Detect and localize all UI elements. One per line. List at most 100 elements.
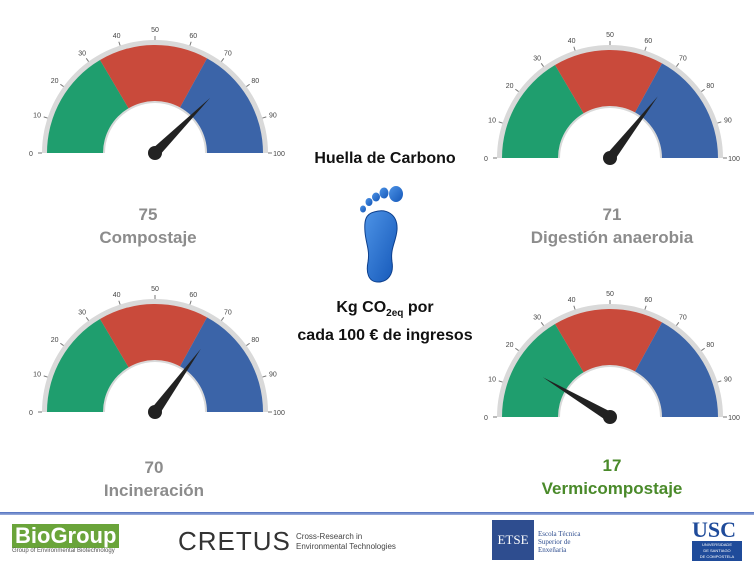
gauge-tick: [189, 300, 192, 305]
gauge-tick: [118, 300, 121, 305]
gauge-tick: [43, 375, 48, 378]
gauge-tick: [60, 342, 64, 346]
gauge-band: [100, 45, 208, 109]
gauge-band: [100, 304, 208, 368]
gauge-needle-hub: [148, 405, 162, 419]
cretus-desc-1: Cross-Research in: [296, 532, 363, 541]
gauge-svg: 0 10 20 30 40 50 60 70 80 90 100: [484, 32, 740, 165]
gauge-needle: [542, 377, 613, 422]
biogroup-name: BioGroup: [12, 524, 120, 548]
gauge-svg: 0 10 20 30 40 50 60 70 80 90 100: [484, 291, 740, 424]
gauge-tick-label: 90: [724, 377, 732, 384]
center-title: Huella de Carbono: [314, 150, 456, 167]
gauge-value: 17: [602, 456, 622, 475]
unit-line-2: cada 100 € de ingresos: [297, 327, 473, 345]
gauge-tick: [676, 322, 680, 326]
gauge-tick-label: 40: [568, 297, 576, 304]
gauge-tick: [701, 88, 705, 92]
gauge-tick-label: 50: [606, 32, 614, 39]
gauge-band: [502, 65, 584, 158]
biogroup-subtitle: Group of Environmental Biotechnology: [12, 548, 115, 554]
gauge-tick-label: 60: [189, 292, 197, 299]
gauge-tick-label: 50: [151, 286, 159, 293]
gauge-tick-label: 30: [533, 56, 541, 63]
gauge-tick-label: 40: [568, 38, 576, 45]
gauge-band: [635, 322, 718, 417]
gauge-incineracion: 0 10 20 30 40 50 60 70 80 90 100: [29, 286, 285, 419]
etse-desc-3: Enxeñaría: [538, 546, 567, 554]
gauge-name: Digestión anaerobia: [530, 228, 694, 247]
gauge-tick-label: 10: [33, 372, 41, 379]
gauge-tick-label: 20: [51, 337, 59, 344]
gauge-tick-label: 20: [506, 342, 514, 349]
gauge-tick-label: 80: [251, 337, 259, 344]
gauge-needle: [151, 97, 211, 157]
gauge-band: [502, 324, 584, 417]
gauge-tick: [676, 63, 680, 67]
gauge-value: 71: [602, 205, 622, 224]
gauge-digestion-anaerobia: 0 10 20 30 40 50 60 70 80 90 100: [484, 32, 740, 165]
gauge-tick-label: 0: [29, 410, 33, 417]
gauge-tick-label: 100: [273, 151, 285, 158]
gauge-tick-label: 90: [269, 113, 277, 120]
gauge-tick: [515, 347, 519, 351]
gauge-tick-label: 50: [151, 27, 159, 34]
gauge-tick-label: 100: [273, 410, 285, 417]
gauge-label-digestion: 71 Digestión anaerobia: [492, 203, 732, 249]
gauge-name: Incineración: [103, 481, 205, 500]
usc-name: USC: [692, 517, 737, 542]
gauge-tick-label: 80: [706, 342, 714, 349]
gauge-label-compostaje: 75 Compostaje: [28, 203, 268, 249]
gauge-tick: [498, 380, 503, 383]
gauge-tick: [118, 41, 121, 46]
gauge-tick: [498, 121, 503, 124]
gauge-tick: [262, 116, 267, 119]
gauge-needle: [606, 96, 658, 162]
gauge-tick-label: 30: [533, 315, 541, 322]
usc-sub-3: DE COMPOSTELA: [699, 554, 735, 559]
gauge-band: [635, 63, 718, 158]
gauge-tick-label: 90: [724, 118, 732, 125]
etse-desc-2: Superior de: [538, 538, 571, 546]
usc-logo: USC UNIVERSIDADE DE SANTIAGO DE COMPOSTE…: [692, 519, 742, 561]
gauge-band: [180, 58, 263, 153]
gauge-svg: 0 10 20 30 40 50 60 70 80 90 100: [29, 286, 285, 419]
gauge-name: Vermicompostaje: [541, 479, 683, 498]
gauge-tick: [644, 46, 647, 51]
etse-mark: ETSE: [492, 520, 534, 560]
gauge-svg: 0 10 20 30 40 50 60 70 80 90 100: [29, 27, 285, 160]
gauge-tick-label: 70: [679, 56, 687, 63]
gauge-vermicompostaje: 0 10 20 30 40 50 60 70 80 90 100: [484, 291, 740, 424]
gauge-tick-label: 0: [29, 151, 33, 158]
etse-logo: ETSE Escola Técnica Superior de Enxeñarí…: [492, 520, 580, 560]
gauge-needle-hub: [603, 151, 617, 165]
unit-line-1: Kg CO2eq por: [336, 299, 434, 320]
gauge-band: [47, 319, 129, 412]
gauge-tick-label: 10: [33, 113, 41, 120]
gauge-tick: [85, 317, 89, 321]
gauge-band: [180, 317, 263, 412]
gauge-tick: [540, 322, 544, 326]
usc-sub-2: DE SANTIAGO: [703, 548, 731, 553]
gauge-name: Compostaje: [99, 228, 197, 247]
gauge-tick-label: 80: [706, 83, 714, 90]
biogroup-logo: BioGroup Group of Environmental Biotechn…: [12, 524, 120, 554]
gauge-tick: [189, 41, 192, 46]
gauge-band: [555, 309, 663, 373]
gauge-tick: [717, 121, 722, 124]
gauge-compostaje: 0 10 20 30 40 50 60 70 80 90 100: [29, 27, 285, 160]
gauge-tick-label: 70: [224, 310, 232, 317]
usc-sub-1: UNIVERSIDADE: [701, 542, 732, 547]
gauge-tick-label: 90: [269, 372, 277, 379]
gauge-tick: [60, 83, 64, 87]
footprint-icon: [360, 186, 403, 283]
gauge-tick: [221, 317, 225, 321]
gauge-tick-label: 80: [251, 78, 259, 85]
cretus-name: CRETUS: [178, 526, 291, 556]
gauge-tick-label: 30: [78, 310, 86, 317]
gauge-tick: [540, 63, 544, 67]
cretus-desc-2: Environmental Technologies: [296, 542, 396, 551]
gauge-tick-label: 100: [728, 415, 740, 422]
gauge-tick-label: 50: [606, 291, 614, 298]
gauge-tick: [701, 347, 705, 351]
